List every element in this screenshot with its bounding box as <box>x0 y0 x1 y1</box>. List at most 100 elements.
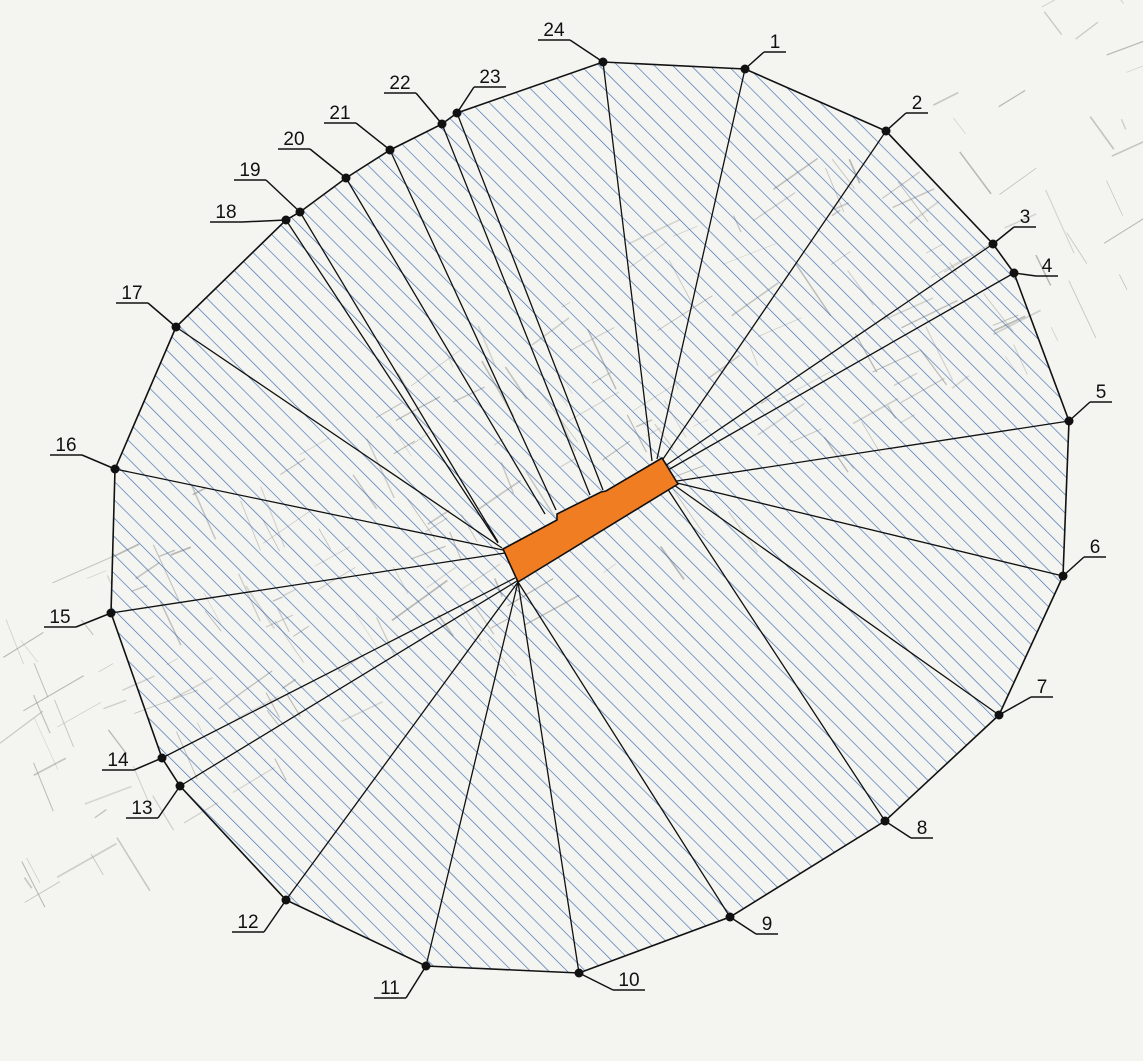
boundary-point-3: 3 <box>988 207 1036 249</box>
basemap-stroke <box>1106 180 1123 216</box>
basemap-stroke <box>86 570 107 579</box>
radial-line-24 <box>602 61 653 462</box>
radial-line-15 <box>110 552 506 614</box>
basemap-stroke <box>80 619 94 636</box>
leader-line <box>157 785 181 819</box>
point-label: 15 <box>49 607 70 628</box>
leader-line <box>147 302 177 328</box>
point-label: 5 <box>1096 382 1107 403</box>
basemap-stroke <box>23 675 85 712</box>
point-dot <box>437 119 447 129</box>
radial-line-20 <box>345 177 546 515</box>
boundary-point-14: 14 <box>102 750 167 771</box>
point-label: 22 <box>389 73 410 94</box>
point-label: 6 <box>1090 537 1101 558</box>
basemap-stroke <box>1119 274 1128 290</box>
boundary-point-17: 17 <box>116 283 181 332</box>
leader-line <box>729 916 757 935</box>
basemap-stroke <box>57 701 102 728</box>
boundary-point-13: 13 <box>126 781 185 819</box>
basemap-stroke <box>106 575 113 586</box>
point-label: 20 <box>283 129 304 150</box>
point-label: 7 <box>1037 677 1048 698</box>
basemap-stroke <box>33 757 67 776</box>
basemap-stroke <box>26 857 41 884</box>
basemap-stroke <box>20 640 39 663</box>
boundary-point-20: 20 <box>278 129 351 183</box>
boundary-point-6: 6 <box>1058 537 1106 581</box>
radial-line-5 <box>676 420 1070 482</box>
leader-line <box>263 899 287 933</box>
basemap-stroke <box>103 699 127 710</box>
basemap-stroke <box>152 795 175 831</box>
basemap-stroke <box>1066 232 1088 264</box>
leader-line <box>133 757 163 771</box>
basemap-stroke <box>1103 218 1143 244</box>
point-dot <box>988 239 998 249</box>
basemap-stroke <box>1120 118 1127 130</box>
leader-line <box>81 454 116 470</box>
boundary-point-4: 4 <box>1009 256 1058 278</box>
point-dot <box>740 64 750 74</box>
point-label: 8 <box>917 818 928 839</box>
boundary-point-12: 12 <box>232 895 291 933</box>
boundary-point-7: 7 <box>994 677 1053 720</box>
boundary-point-9: 9 <box>725 912 778 935</box>
basemap-stroke <box>998 89 1026 108</box>
radial-line-13 <box>179 580 518 787</box>
basemap-stroke <box>1043 11 1063 35</box>
point-label: 10 <box>618 970 639 991</box>
point-dot <box>110 464 120 474</box>
point-label: 16 <box>55 435 76 456</box>
leader-line <box>1068 401 1091 422</box>
leader-line <box>569 39 604 63</box>
point-dot <box>994 710 1004 720</box>
basemap-stroke <box>90 853 104 876</box>
leader-line <box>578 972 614 991</box>
point-dot <box>281 895 291 905</box>
leader-line <box>405 965 427 999</box>
boundary-point-8: 8 <box>880 816 933 839</box>
basemap-stroke <box>999 167 1037 195</box>
point-label: 11 <box>380 978 400 999</box>
basemap-stroke <box>98 663 114 673</box>
point-label: 12 <box>237 912 258 933</box>
basemap-stroke <box>1045 189 1075 254</box>
point-dot <box>175 781 185 791</box>
leader-line <box>992 226 1015 245</box>
leader-line <box>415 92 443 125</box>
basemap-stroke <box>24 881 61 903</box>
point-dot <box>157 753 167 763</box>
basemap-stroke <box>1041 0 1056 8</box>
point-dot <box>1064 416 1074 426</box>
point-dot <box>341 173 351 183</box>
basemap-stroke <box>1120 0 1124 4</box>
basemap-stroke <box>1126 65 1143 73</box>
basemap-stroke <box>959 151 992 195</box>
basemap-stroke <box>54 699 74 748</box>
point-dot <box>574 968 584 978</box>
point-label: 23 <box>479 67 500 88</box>
basemap-stroke <box>132 765 150 803</box>
radial-line-23 <box>456 112 604 491</box>
boundary-point-11: 11 <box>374 961 431 999</box>
basemap-stroke <box>3 631 44 658</box>
leader-line <box>309 148 347 179</box>
radial-line-6 <box>676 482 1064 577</box>
boundary-point-1: 1 <box>740 32 786 74</box>
point-dot <box>725 912 735 922</box>
point-dot <box>881 126 891 136</box>
basemap-stroke <box>52 555 115 584</box>
leader-line <box>456 86 475 114</box>
radial-line-8 <box>666 487 886 822</box>
boundary-point-24: 24 <box>538 20 608 67</box>
boundary-point-16: 16 <box>50 435 120 474</box>
radial-line-9 <box>517 581 731 918</box>
basemap-stroke <box>1111 141 1143 157</box>
point-dot <box>295 207 305 217</box>
boundary-point-10: 10 <box>574 968 645 991</box>
point-label: 14 <box>107 750 129 771</box>
basemap-stroke <box>32 694 51 734</box>
radial-line-2 <box>660 130 887 463</box>
